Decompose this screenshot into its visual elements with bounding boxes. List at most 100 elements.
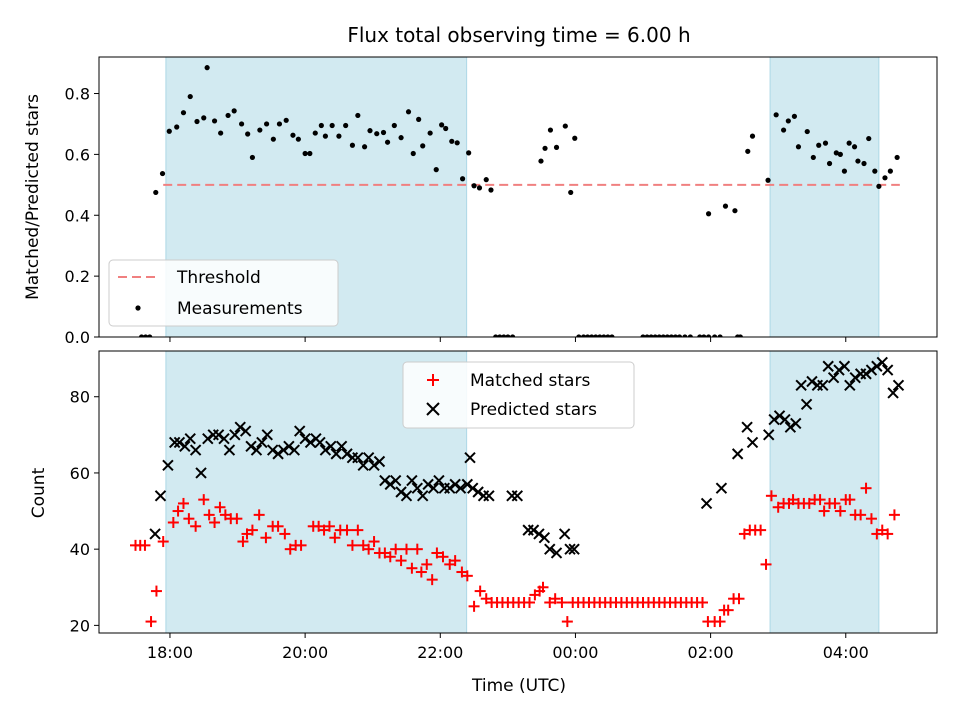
predicted-stars-point bbox=[806, 375, 818, 388]
x-b bbox=[245, 440, 257, 452]
matched-stars-point bbox=[415, 566, 427, 578]
legend-measurements-swatch bbox=[135, 305, 141, 311]
measurement-point bbox=[439, 122, 445, 128]
chart-title: Flux total observing time = 6.00 h bbox=[347, 23, 690, 47]
matched-stars-point bbox=[814, 494, 826, 506]
x-b bbox=[162, 459, 174, 472]
x-b bbox=[881, 364, 894, 376]
measurement-point bbox=[804, 128, 810, 135]
measurement-point bbox=[483, 177, 489, 183]
measurement-point bbox=[866, 135, 872, 142]
predicted-stars-point bbox=[261, 429, 273, 441]
predicted-stars-point bbox=[715, 482, 728, 494]
x-b bbox=[795, 379, 807, 392]
x-b bbox=[773, 410, 786, 422]
matched-stars-point bbox=[714, 616, 726, 628]
matched-stars-point bbox=[865, 513, 877, 525]
x-b bbox=[550, 547, 563, 559]
x-b bbox=[379, 474, 391, 487]
x-b bbox=[892, 379, 905, 392]
x-b bbox=[400, 490, 413, 502]
matched-stars-point bbox=[203, 509, 215, 521]
x-b bbox=[427, 482, 440, 494]
y-tick-label: 0.6 bbox=[65, 145, 90, 164]
measurement-point bbox=[270, 136, 276, 142]
predicted-stars-point bbox=[411, 482, 424, 494]
x-b bbox=[352, 451, 364, 464]
predicted-stars-point bbox=[844, 379, 856, 392]
matched-stars-point bbox=[461, 570, 473, 582]
measurement-point bbox=[851, 144, 858, 150]
x-tick-label: 20:00 bbox=[282, 643, 328, 662]
matched-stars-point bbox=[390, 543, 402, 555]
measurement-point bbox=[211, 118, 218, 124]
matched-stars-point bbox=[384, 551, 396, 563]
matched-stars-point bbox=[368, 536, 380, 548]
matched-stars-point bbox=[406, 562, 418, 574]
measurement-point bbox=[749, 133, 756, 139]
matched-stars-point bbox=[198, 494, 210, 506]
x-axis-label: Time (UTC) bbox=[471, 676, 566, 696]
x-b bbox=[272, 448, 284, 460]
predicted-stars-point bbox=[319, 444, 332, 456]
x-b bbox=[467, 482, 479, 494]
x-b bbox=[741, 421, 753, 433]
measurement-point bbox=[194, 118, 200, 125]
matched-stars-point bbox=[722, 604, 734, 616]
predicted-stars-point bbox=[881, 364, 894, 376]
axes-frame bbox=[98, 350, 938, 634]
predicted-stars-point bbox=[741, 421, 753, 433]
measurement-point bbox=[660, 334, 666, 337]
measurement-point bbox=[664, 334, 670, 337]
predicted-stars-point bbox=[341, 448, 353, 460]
predicted-stars-point bbox=[189, 444, 202, 456]
measurement-point bbox=[822, 140, 829, 146]
matched-stars-point bbox=[421, 558, 433, 570]
measurement-point bbox=[476, 185, 483, 191]
legend-predicted-label: Predicted stars bbox=[470, 400, 597, 420]
measurement-point bbox=[589, 334, 595, 337]
x-b bbox=[511, 490, 524, 502]
measurement-point bbox=[343, 122, 349, 129]
x-b bbox=[865, 364, 878, 376]
measurement-point bbox=[416, 116, 422, 122]
matched-stars-point bbox=[272, 520, 284, 532]
predicted-stars-point bbox=[272, 448, 284, 460]
measurement-point bbox=[410, 150, 416, 157]
x-b bbox=[833, 364, 845, 376]
predicted-stars-point bbox=[335, 440, 348, 452]
x-b bbox=[860, 368, 872, 380]
matched-stars-point bbox=[818, 505, 830, 517]
predicted-stars-point bbox=[784, 421, 797, 433]
plot-area bbox=[129, 351, 905, 633]
x-b bbox=[784, 421, 797, 433]
matched-stars-point bbox=[400, 543, 412, 555]
x-b bbox=[256, 436, 268, 449]
x-b bbox=[838, 360, 851, 372]
x-b bbox=[261, 429, 273, 441]
matched-stars-point bbox=[246, 524, 258, 536]
x-b bbox=[790, 417, 802, 430]
x-b bbox=[373, 455, 386, 468]
x-b bbox=[314, 436, 326, 449]
measurement-point bbox=[597, 334, 603, 337]
measurement-point bbox=[349, 142, 356, 148]
measurement-point bbox=[585, 334, 591, 337]
x-b bbox=[283, 440, 295, 452]
predicted-stars-point bbox=[550, 547, 563, 559]
y-tick-label: 20 bbox=[70, 616, 90, 635]
predicted-stars-point bbox=[357, 459, 369, 472]
predicted-stars-point bbox=[400, 490, 413, 502]
predicted-stars-point bbox=[860, 368, 872, 380]
observing-window-shade bbox=[769, 351, 880, 633]
measurement-point bbox=[816, 142, 822, 148]
legend-top: Threshold Measurements bbox=[108, 259, 339, 327]
measurement-point bbox=[466, 150, 472, 156]
legend-matched-swatch bbox=[427, 374, 439, 386]
matched-stars-point bbox=[855, 509, 867, 521]
measurement-point bbox=[553, 144, 560, 150]
matched-stars-point bbox=[323, 520, 335, 532]
predicted-stars-point bbox=[822, 360, 834, 372]
x-b bbox=[218, 432, 230, 445]
